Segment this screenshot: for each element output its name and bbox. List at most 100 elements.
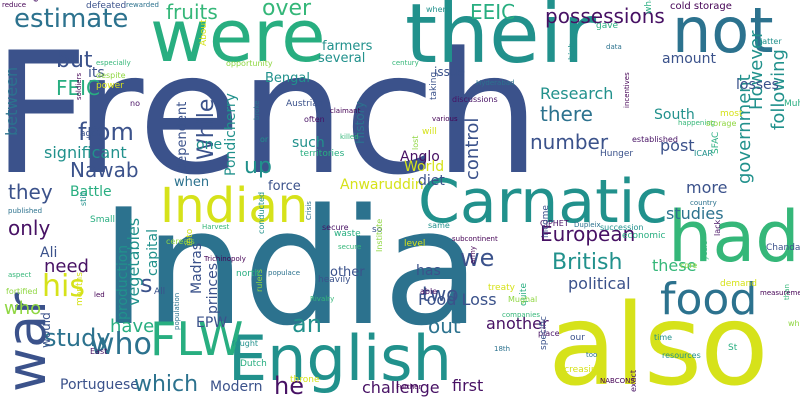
word-modern: Modern	[210, 379, 263, 395]
word-who-big: who	[90, 327, 152, 362]
word-small: 18th	[494, 345, 511, 353]
word-dependent: dependent	[175, 101, 190, 172]
word-small: especially	[96, 59, 131, 67]
word-we: we	[460, 244, 495, 272]
word-small: ICAR	[694, 149, 713, 158]
word-small: aspect	[8, 271, 32, 279]
word-small: where	[426, 5, 451, 14]
word-amount: amount	[662, 51, 717, 67]
word-up: up	[244, 154, 272, 179]
word-small: Harvest	[202, 223, 230, 231]
word-small: Dutch	[240, 359, 267, 369]
word-small: fortified	[6, 287, 38, 296]
word-small: treaty	[488, 283, 515, 293]
word-small: led	[94, 291, 105, 299]
word-small: East	[90, 347, 108, 356]
word-challenge: challenge	[362, 378, 440, 397]
word-more: more	[686, 178, 728, 197]
word-small: discussions	[452, 95, 498, 104]
word-small: lost	[411, 135, 420, 150]
word-small: Trichinopoly	[204, 255, 246, 263]
word-capital: capital	[145, 228, 161, 276]
word-european: European	[540, 222, 636, 246]
word-small: published	[8, 207, 43, 215]
word-number: number	[530, 130, 609, 154]
word-possessions: possessions	[545, 4, 665, 28]
word-small: often	[304, 115, 325, 124]
word-small: various	[432, 115, 458, 123]
word-nawab: Nawab	[70, 158, 139, 182]
word-only: only	[8, 216, 51, 240]
word-small: no	[130, 99, 140, 108]
word-small: what	[644, 0, 654, 14]
word-small: SFAC	[711, 131, 721, 154]
word-small: months	[75, 272, 85, 306]
word-small: country	[690, 199, 717, 207]
word-small: conducted	[257, 191, 266, 234]
word-when: when	[174, 175, 210, 190]
word-would: would	[39, 312, 53, 348]
word-production: production	[115, 244, 131, 320]
word-force: force	[268, 179, 301, 194]
word-small: heavily	[318, 275, 351, 285]
word-small: north	[236, 269, 261, 279]
word-small: reduce	[2, 1, 27, 9]
word-small: Muhammed	[784, 99, 800, 109]
word-south: South	[654, 107, 695, 123]
word-small: Dupleix	[574, 221, 601, 229]
word-small: Rivalry	[310, 295, 335, 303]
word-small: subcontinent	[452, 235, 498, 243]
word-have: have	[110, 316, 155, 337]
word-small: incentives	[623, 72, 631, 108]
word-small: into	[185, 228, 195, 246]
word-small: cereals	[166, 237, 195, 246]
word-small: throne	[290, 375, 320, 385]
word-food: food	[660, 274, 758, 325]
word-small: defeated	[86, 1, 127, 11]
word-princes: princes	[205, 262, 221, 314]
word-had: had	[668, 196, 800, 278]
word-small: waste	[334, 229, 361, 239]
word-bengal: Bengal	[265, 71, 310, 86]
word-farmers: farmers	[322, 39, 373, 54]
word-not: not	[672, 0, 774, 67]
word-small: place	[538, 329, 560, 338]
word-small: still	[79, 192, 88, 206]
word-small: our	[570, 333, 585, 343]
word-its: its	[88, 65, 105, 81]
word-also: also	[548, 281, 769, 400]
word-small: happening	[678, 119, 716, 127]
word-small: ago	[80, 129, 97, 139]
word-small: killed	[340, 133, 359, 141]
word-significant: significant	[44, 143, 127, 162]
word-india: India	[100, 174, 481, 361]
word-small: measurement	[760, 289, 800, 297]
word-small: so	[372, 225, 383, 235]
word-small: will	[422, 127, 437, 137]
word-small: Small	[90, 215, 115, 225]
word-small: Hunger	[600, 149, 634, 159]
word-but: but	[56, 48, 93, 73]
word-small: demand	[720, 279, 757, 289]
word-world: World	[404, 159, 445, 175]
word-out: out	[428, 314, 461, 338]
word-research: Research	[540, 84, 614, 103]
word-small: economic	[622, 231, 666, 241]
word-carnatic: Carnatic	[418, 167, 669, 237]
word-small: time	[654, 333, 673, 342]
word-has: has	[416, 263, 441, 279]
word-small: gave	[596, 21, 619, 31]
word-small: population	[173, 292, 181, 330]
word-small: most	[720, 109, 743, 119]
word-small: able	[420, 287, 438, 296]
word-small: opportunity	[226, 59, 273, 68]
word-fruits: fruits	[166, 0, 218, 24]
word-studies: studies	[666, 204, 724, 223]
word-small: despite	[96, 71, 126, 80]
word-eeic: EEIC	[470, 0, 516, 24]
word-small: claimant	[330, 107, 361, 115]
word-ali: Ali	[40, 245, 58, 261]
word-small: About	[199, 19, 209, 46]
word-small: same	[428, 221, 450, 230]
